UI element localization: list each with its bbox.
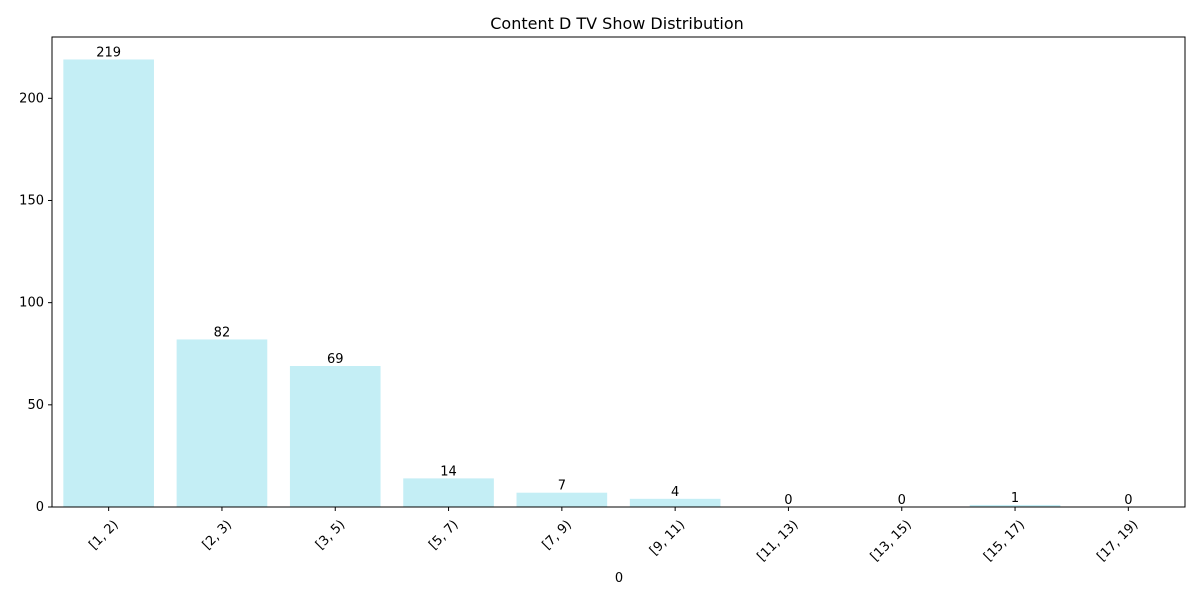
data-label: 0 bbox=[898, 493, 906, 508]
data-label: 69 bbox=[327, 352, 344, 367]
y-tick-label: 200 bbox=[19, 91, 44, 106]
bar bbox=[629, 498, 721, 507]
y-axis: 0 50 100 150 200 bbox=[19, 91, 52, 515]
bar bbox=[63, 59, 154, 507]
bars-group bbox=[63, 59, 1061, 507]
x-tick-label: [9, 11) bbox=[647, 517, 688, 558]
chart-title: Content D TV Show Distribution bbox=[490, 14, 744, 33]
bar bbox=[969, 504, 1061, 507]
x-tick-label: [15, 17) bbox=[981, 517, 1028, 564]
x-tick-label: [5, 7) bbox=[426, 517, 461, 552]
x-tick-label: [3, 5) bbox=[313, 517, 348, 552]
x-tick-label: [7, 9) bbox=[540, 517, 575, 552]
data-label: 4 bbox=[671, 485, 679, 500]
data-label: 7 bbox=[558, 479, 566, 494]
bar bbox=[289, 366, 381, 507]
x-tick-label: [13, 15) bbox=[868, 517, 915, 564]
data-label: 0 bbox=[784, 493, 792, 508]
plot-frame bbox=[51, 36, 1186, 508]
bar bbox=[516, 492, 608, 507]
x-axis-label: 0 bbox=[615, 571, 623, 586]
bar bbox=[176, 339, 268, 507]
data-label: 82 bbox=[214, 325, 231, 340]
y-tick-label: 150 bbox=[19, 193, 44, 208]
x-tick-label: [2, 3) bbox=[200, 517, 235, 552]
x-tick-label: [1, 2) bbox=[86, 517, 121, 552]
x-tick-label: [11, 13) bbox=[754, 517, 801, 564]
data-label: 219 bbox=[96, 45, 121, 60]
y-tick-label: 100 bbox=[19, 296, 44, 311]
bar bbox=[403, 478, 494, 507]
x-axis: [1, 2) [2, 3) [3, 5) [5, 7) [7, 9) [9, 11) [11… bbox=[86, 507, 1141, 564]
x-tick-label: [17, 19) bbox=[1094, 517, 1141, 564]
data-label: 0 bbox=[1124, 493, 1132, 508]
y-tick-label: 50 bbox=[27, 398, 44, 413]
y-tick-label: 0 bbox=[36, 500, 44, 515]
data-label: 14 bbox=[440, 464, 457, 479]
data-labels-group: 219 82 69 14 7 4 0 0 1 0 bbox=[96, 45, 1132, 508]
data-label: 1 bbox=[1011, 491, 1019, 506]
